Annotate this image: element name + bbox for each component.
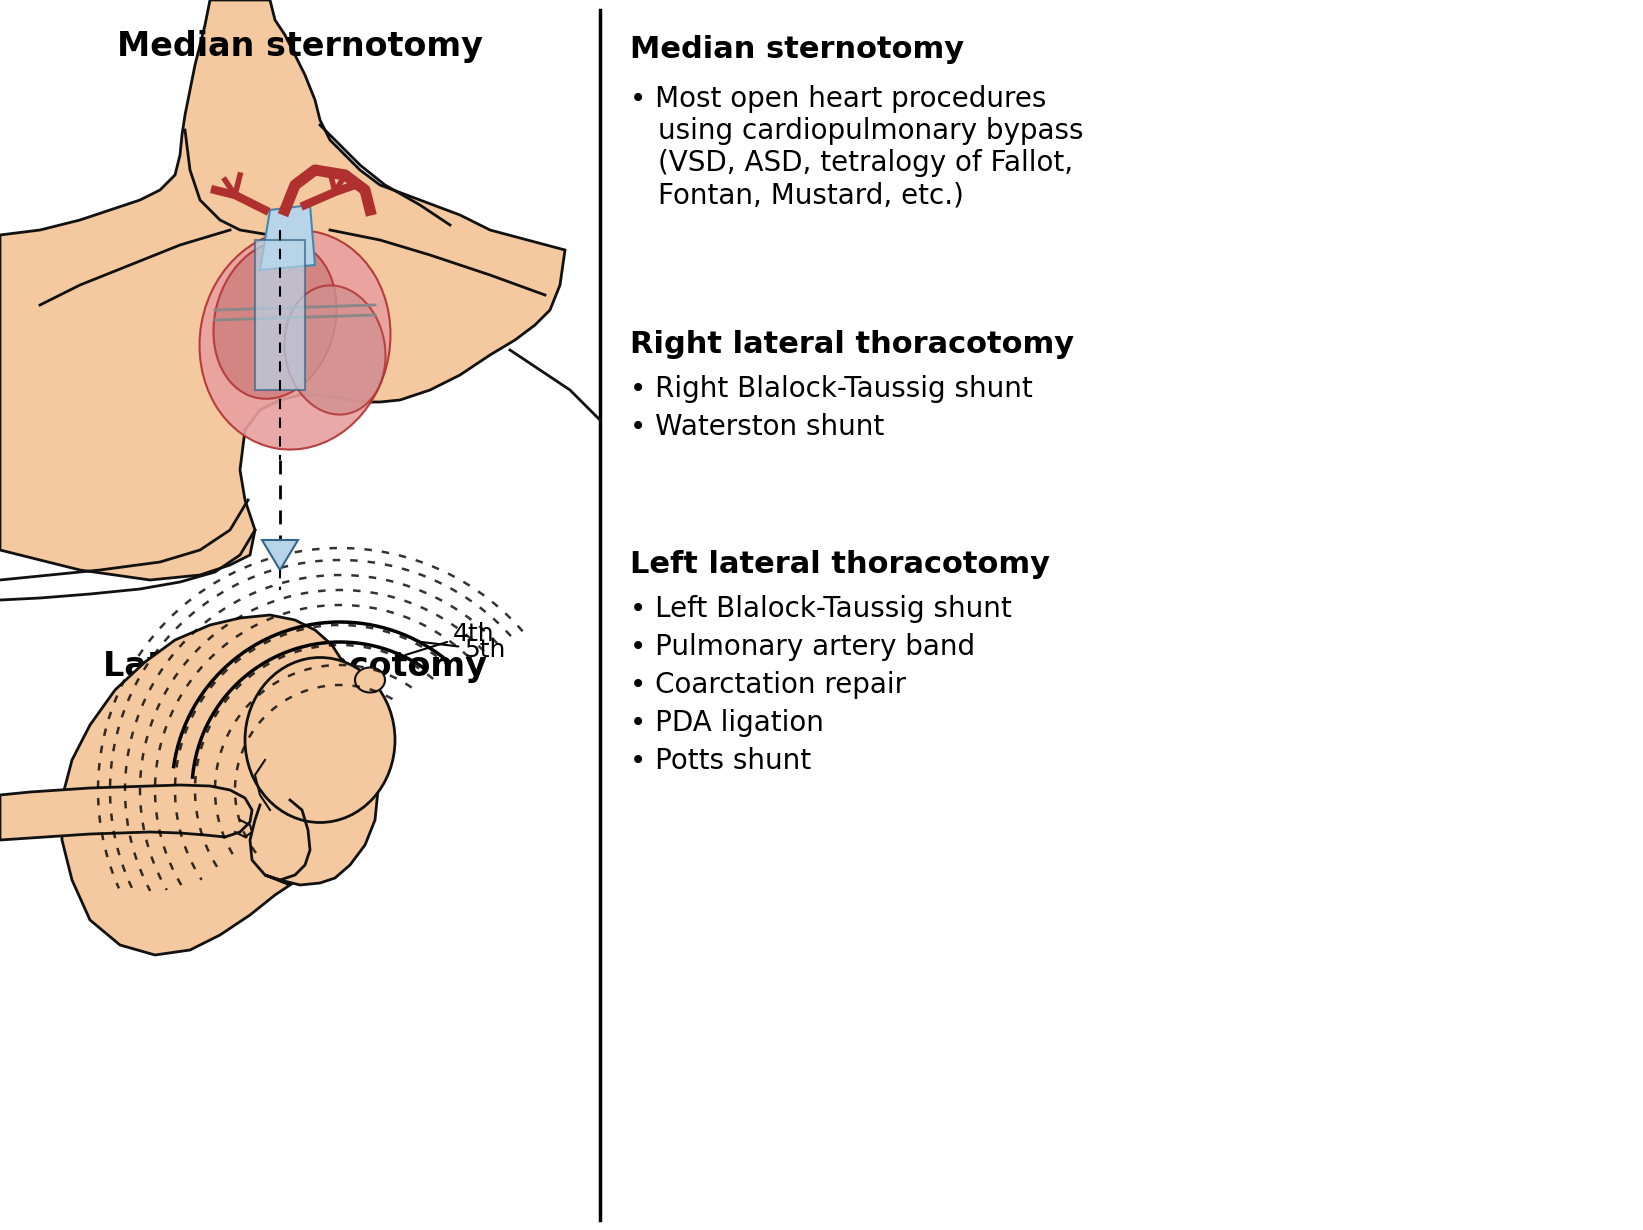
Text: • PDA ligation: • PDA ligation [629,708,823,737]
Text: Median sternotomy: Median sternotomy [629,34,964,64]
Text: • Left Blalock-Taussig shunt: • Left Blalock-Taussig shunt [629,595,1012,624]
Text: Lateral thoracotomy: Lateral thoracotomy [104,649,486,683]
Ellipse shape [284,285,386,415]
Text: • Right Blalock-Taussig shunt: • Right Blalock-Taussig shunt [629,375,1033,403]
Text: • Coarctation repair: • Coarctation repair [629,672,907,699]
Polygon shape [260,205,315,271]
Text: using cardiopulmonary bypass: using cardiopulmonary bypass [657,117,1083,145]
Ellipse shape [355,668,384,692]
Ellipse shape [214,241,337,399]
Text: • Pulmonary artery band: • Pulmonary artery band [629,633,976,661]
Text: • Potts shunt: • Potts shunt [629,747,812,775]
Text: Right lateral thoracotomy: Right lateral thoracotomy [629,330,1075,359]
Polygon shape [261,540,297,569]
Text: • Waterston shunt: • Waterston shunt [629,413,884,442]
Ellipse shape [199,230,391,450]
Polygon shape [62,615,378,954]
Text: • Most open heart procedures: • Most open heart procedures [629,85,1047,113]
Text: 5th: 5th [422,637,506,662]
Text: (VSD, ASD, tetralogy of Fallot,: (VSD, ASD, tetralogy of Fallot, [657,149,1073,177]
Polygon shape [0,785,251,840]
Polygon shape [255,240,306,390]
Text: Median sternotomy: Median sternotomy [117,30,483,63]
Polygon shape [0,0,565,581]
Text: Fontan, Mustard, etc.): Fontan, Mustard, etc.) [657,181,964,209]
Ellipse shape [245,658,394,823]
Text: 4th: 4th [406,622,495,656]
Text: Left lateral thoracotomy: Left lateral thoracotomy [629,550,1050,579]
